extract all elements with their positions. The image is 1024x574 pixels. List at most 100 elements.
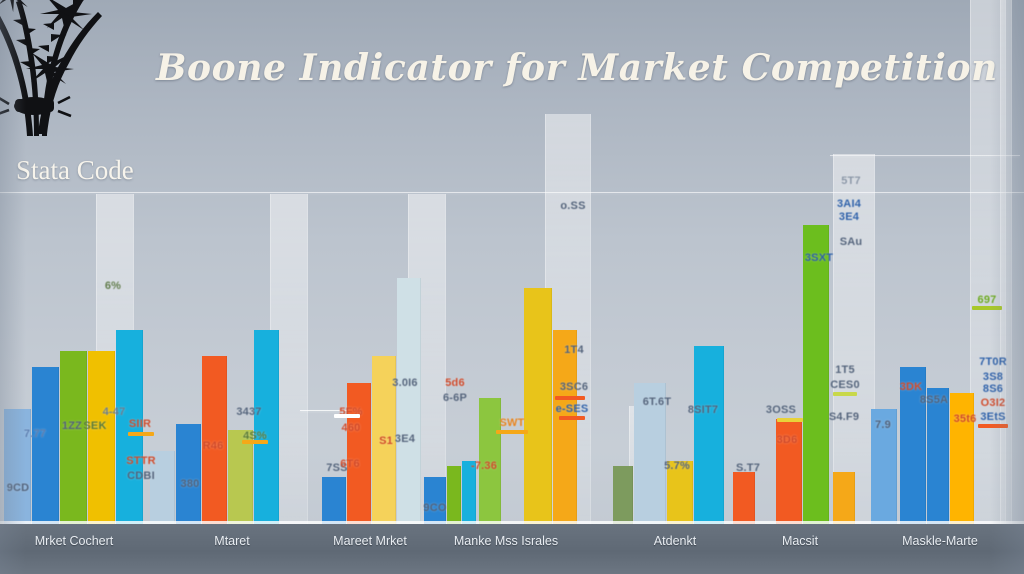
data-label: 3SXT <box>804 252 834 264</box>
bar[interactable] <box>150 451 175 524</box>
data-label: 4S% <box>243 430 267 442</box>
legend-swatch <box>777 418 803 422</box>
data-label: -7.36 <box>470 460 498 472</box>
data-label: R46 <box>202 440 224 452</box>
legend-swatch <box>978 424 1008 428</box>
bar[interactable] <box>733 472 755 524</box>
data-label: 3D6 <box>776 434 798 446</box>
x-axis-label: Mareet Mrket <box>333 534 407 548</box>
bar[interactable] <box>871 409 897 524</box>
bar[interactable] <box>116 330 143 524</box>
x-axis-band <box>0 524 1024 574</box>
bar[interactable] <box>372 356 396 524</box>
data-label: S.T7 <box>735 462 761 474</box>
legend-swatch <box>833 392 857 396</box>
gridline <box>830 155 1020 156</box>
x-axis-label: Mtaret <box>214 534 250 548</box>
data-label: o.SS <box>560 200 586 212</box>
ghost-column <box>1000 0 1012 524</box>
bar[interactable] <box>524 288 552 524</box>
subtitle: Stata Code <box>16 155 134 185</box>
bar[interactable] <box>553 330 577 524</box>
x-axis-label: Atdenkt <box>653 534 697 548</box>
data-label: 5d6 <box>445 377 465 389</box>
bar[interactable] <box>694 346 724 524</box>
gridline <box>300 410 360 411</box>
legend-swatch <box>334 414 360 418</box>
bar[interactable] <box>322 477 346 524</box>
bar[interactable] <box>950 393 974 524</box>
data-label: 4-47 <box>102 406 126 418</box>
data-label: 7T0R <box>979 356 1007 368</box>
data-label: 6-6P <box>442 392 468 404</box>
data-label: 1ZZ <box>61 420 83 432</box>
data-label: 7SS <box>326 462 348 474</box>
legend-swatch <box>555 396 585 400</box>
x-axis-line <box>0 521 1024 524</box>
data-label: 35t6 <box>953 413 977 425</box>
data-label: 460 <box>341 422 361 434</box>
data-label: STTR <box>126 455 156 467</box>
legend-swatch <box>559 416 585 420</box>
bar[interactable] <box>347 383 371 524</box>
data-label: O3I2 <box>980 397 1006 409</box>
bar[interactable] <box>176 424 201 524</box>
bar[interactable] <box>60 351 87 524</box>
bar[interactable] <box>776 419 802 524</box>
data-label: 3E4 <box>838 211 860 223</box>
bar[interactable] <box>613 466 633 524</box>
plot-area: 6% 4-47 9CD 7.77 1ZZ SEK SIIR STTR CDBI 380 R46 343… <box>0 0 1024 524</box>
bar[interactable] <box>462 461 476 524</box>
bar[interactable] <box>397 278 421 524</box>
x-axis-label: Maskle-Marte <box>902 534 978 548</box>
bar[interactable] <box>803 225 829 524</box>
bar[interactable] <box>900 367 926 524</box>
bar[interactable] <box>667 461 693 524</box>
data-label: 3SC6 <box>559 381 589 393</box>
data-label: 1T5 <box>835 364 855 376</box>
data-label: 8SIT7 <box>687 404 719 416</box>
data-label: 5.7% <box>664 460 690 472</box>
data-label: 8S6 <box>982 383 1004 395</box>
data-label: SIIR <box>128 418 152 430</box>
gridline <box>0 192 1024 193</box>
data-label: SEK <box>83 420 107 432</box>
data-label: 697 <box>977 294 997 306</box>
bar[interactable] <box>927 388 949 524</box>
data-label: 6% <box>104 280 122 292</box>
x-axis-label: Manke Mss Israles <box>453 534 559 548</box>
bar[interactable] <box>634 383 666 524</box>
data-label: 1T4 <box>564 344 584 356</box>
data-label: e-SES <box>555 403 589 415</box>
bar[interactable] <box>424 477 446 524</box>
data-label: 9CD <box>6 482 30 494</box>
data-label: 9CO <box>423 502 447 514</box>
data-label: CDBI <box>127 470 155 482</box>
bar[interactable] <box>32 367 59 524</box>
data-label: 7.9 <box>875 419 891 431</box>
bar[interactable] <box>479 398 501 524</box>
legend-swatch <box>242 440 268 444</box>
bar[interactable] <box>202 356 227 524</box>
data-label: 3E4 <box>394 433 416 445</box>
bar[interactable] <box>4 409 31 524</box>
bar[interactable] <box>88 351 115 524</box>
legend-swatch <box>496 430 528 434</box>
data-label: 3OSS <box>765 404 797 416</box>
bar[interactable] <box>447 466 461 524</box>
data-label: SAu <box>839 236 863 248</box>
legend-swatch <box>128 432 154 436</box>
data-label: 380 <box>180 478 200 490</box>
data-label: 3EtS <box>980 411 1006 423</box>
ghost-column <box>833 154 875 524</box>
data-label: S1 <box>379 435 393 447</box>
data-label: SWT <box>499 417 525 429</box>
bar[interactable] <box>254 330 279 524</box>
floral-silhouette-icon <box>0 0 102 136</box>
data-label: 5T7 <box>841 175 861 187</box>
data-label: 6T6 <box>340 458 360 470</box>
bar[interactable] <box>833 472 855 524</box>
legend-swatch <box>972 306 1002 310</box>
bar[interactable] <box>228 430 253 524</box>
